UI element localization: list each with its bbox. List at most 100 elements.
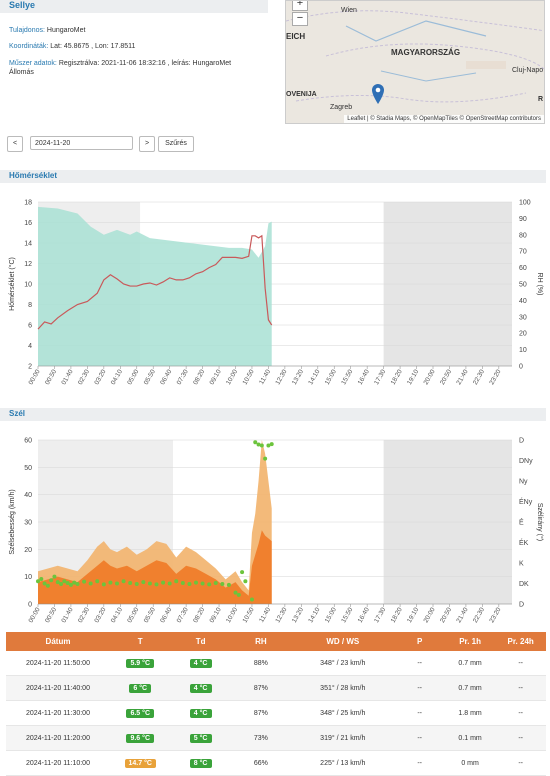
col-wdws: WD / WS [291,632,395,651]
cell-t: 5.9 °C [109,651,171,676]
y2-tick-label: ÉNy [519,497,533,506]
wind-direction-point [161,580,166,585]
x-tick-label: 18:20 [390,606,404,624]
y-tick-label: 8 [28,302,32,309]
wind-direction-point [52,574,57,579]
y-tick-label: 16 [24,220,32,227]
map-label-r: R [538,96,544,103]
x-tick-label: 23:20 [488,606,502,624]
cell-t-badge: 5.9 °C [126,658,154,668]
wind-direction-point [45,583,50,588]
x-tick-label: 19:10 [406,606,420,624]
table-row: 2024-11-20 11:10:00 14.7 °C 8 °C 66% 225° / … [6,750,546,776]
cell-wdws: 348° / 25 km/h [291,700,395,726]
x-tick-label: 08:20 [192,606,206,624]
x-tick-label: 11:40 [258,368,272,386]
wind-direction-point [266,443,271,448]
zoom-out-button[interactable]: − [292,12,308,26]
wind-direction-point [213,581,218,586]
y-axis-title: Hőmérséklet (°C) [8,257,16,311]
y2-tick-label: 40 [519,298,527,305]
y-tick-label: 10 [24,282,32,289]
y-tick-label: 14 [24,241,32,248]
x-tick-label: 05:00 [126,606,140,624]
date-input[interactable]: 2024-11-20 [30,136,133,150]
speed-area [38,530,272,604]
filter-button[interactable]: Szűrés [158,136,194,152]
cell-pr1h: 0 mm [444,750,496,776]
observations-table: Dátum T Td RH WD / WS P Pr. 1h Pr. 24h 2… [6,632,546,776]
y2-tick-label: 10 [519,347,527,354]
y2-tick-label: D [519,438,524,445]
y2-tick-label: ÉK [519,538,529,547]
cell-date: 2024-11-20 11:50:00 [6,651,110,676]
wind-direction-point [200,581,205,586]
wind-direction-point [259,443,264,448]
y-tick-label: 60 [24,438,32,445]
wind-direction-point [95,579,100,584]
col-t: T [109,632,171,651]
x-tick-label: 10:00 [225,368,239,386]
station-map[interactable]: + − Wien EICH MAGYARORSZÁG Cluj-Napo OVE… [285,0,545,124]
wind-direction-point [68,582,73,587]
x-tick-label: 01:40 [60,606,74,624]
y-tick-label: 50 [24,465,32,472]
owner-value: HungaroMet [46,27,86,34]
x-tick-label: 18:20 [390,368,404,386]
x-tick-label: 15:50 [340,368,354,386]
x-tick-label: 13:20 [291,368,305,386]
x-tick-label: 01:40 [60,368,74,386]
cell-td: 8 °C [170,750,231,776]
owner-label: Tulajdonos: [9,27,45,34]
wind-direction-point [243,579,248,584]
map-label-wien: Wien [341,7,357,14]
wind-direction-point [42,581,47,586]
zoom-in-button[interactable]: + [292,1,308,11]
wind-direction-point [65,581,70,586]
table-header-row: Dátum T Td RH WD / WS P Pr. 1h Pr. 24h [6,632,546,651]
prev-day-button[interactable]: < [7,136,23,152]
location-marker-icon[interactable] [371,83,385,105]
cell-date: 2024-11-20 11:40:00 [6,675,110,701]
wind-direction-point [49,578,54,583]
x-tick-label: 09:10 [209,368,223,386]
x-tick-label: 05:50 [143,606,157,624]
x-tick-label: 14:10 [307,606,321,624]
cell-t-badge: 6.5 °C [126,708,154,718]
cell-t: 14.7 °C [109,750,171,776]
cell-td-badge: 4 °C [189,683,212,693]
cell-wdws: 351° / 28 km/h [291,675,395,701]
x-tick-label: 00:50 [44,606,58,624]
y2-tick-label: É [519,518,524,527]
cell-t-badge: 14.7 °C [124,758,156,768]
x-tick-label: 16:40 [357,606,371,624]
wind-direction-point [269,442,274,447]
cell-pr24h: -- [495,750,546,776]
next-day-button[interactable]: > [139,136,155,152]
x-tick-label: 13:20 [291,606,305,624]
cell-wdws: 225° / 13 km/h [291,750,395,776]
y2-tick-label: 60 [519,265,527,272]
y-tick-label: 0 [28,602,32,609]
wind-direction-point [82,579,87,584]
table-row: 2024-11-20 11:40:00 6 °C 4 °C 87% 351° / 28 … [6,675,546,701]
wind-direction-point [263,456,268,461]
y-tick-label: 4 [28,343,32,350]
wind-direction-point [253,440,258,445]
x-tick-label: 11:40 [258,606,272,624]
x-tick-label: 15:00 [324,606,338,624]
wind-direction-point [194,580,198,585]
x-tick-label: 22:30 [472,606,486,624]
cell-p: -- [394,725,445,751]
wind-direction-point [108,580,113,585]
cell-td-badge: 5 °C [189,733,212,743]
x-tick-label: 00:50 [44,368,58,386]
x-tick-label: 05:50 [143,368,157,386]
table-row: 2024-11-20 11:20:00 9.6 °C 5 °C 73% 319° / 2… [6,725,546,751]
y-tick-label: 2 [28,364,32,371]
wind-direction-point [187,581,192,586]
map-attribution[interactable]: Leaflet | © Stadia Maps, © OpenMapTiles … [344,115,544,123]
col-p: P [394,632,445,651]
x-tick-label: 12:30 [274,368,288,386]
x-tick-label: 21:40 [455,606,469,624]
